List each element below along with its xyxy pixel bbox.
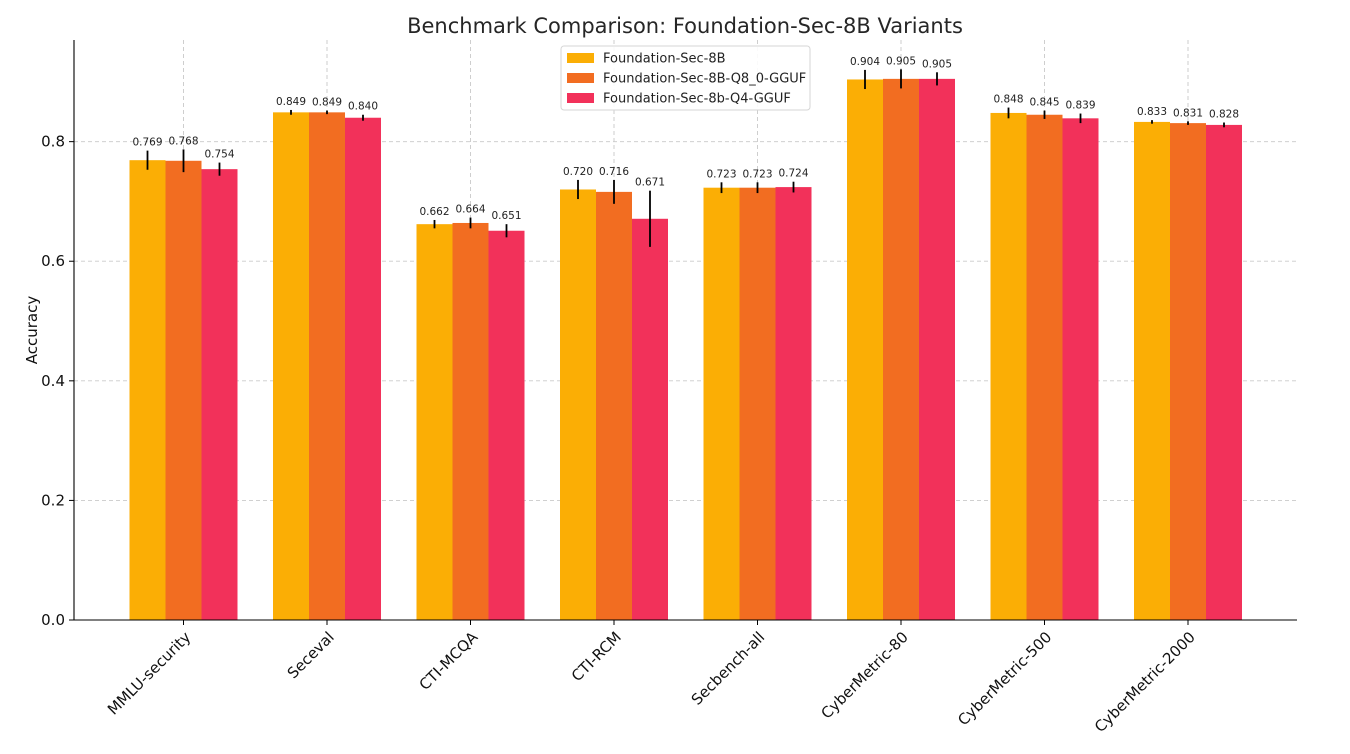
y-ticks: 0.0 0.2 0.4 0.6 0.8 <box>41 133 74 629</box>
data-label: 0.720 <box>563 166 593 178</box>
bar <box>165 160 202 620</box>
grid-lines <box>74 40 1297 620</box>
x-tick-label: CyberMetric-2000 <box>1091 628 1199 736</box>
data-label: 0.905 <box>922 58 952 70</box>
y-tick-label: 0.6 <box>41 252 65 270</box>
data-label: 0.905 <box>886 55 916 67</box>
data-label: 0.723 <box>706 168 736 180</box>
bar <box>560 189 596 620</box>
bar <box>201 169 238 620</box>
bar <box>632 218 668 620</box>
data-label: 0.754 <box>204 149 234 161</box>
data-label: 0.664 <box>455 204 485 216</box>
data-label: 0.840 <box>348 101 378 113</box>
bar <box>273 112 309 620</box>
data-label: 0.845 <box>1029 97 1059 109</box>
bar <box>345 117 381 620</box>
chart-title: Benchmark Comparison: Foundation-Sec-8B … <box>407 14 963 38</box>
y-tick-label: 0.2 <box>41 491 65 509</box>
data-labels: 0.769 0.768 0.754 0.849 0.849 0.840 0.662 0.664… <box>132 55 1239 222</box>
bar <box>919 78 955 621</box>
bar <box>883 78 919 621</box>
bar <box>775 187 812 621</box>
error-bars <box>146 69 1225 247</box>
bar <box>309 112 345 620</box>
y-tick-label: 0.0 <box>41 611 65 629</box>
bar <box>1206 124 1242 620</box>
legend-swatch <box>567 73 594 83</box>
bar <box>990 112 1027 620</box>
data-label: 0.724 <box>778 168 808 180</box>
data-label: 0.839 <box>1065 100 1095 112</box>
data-label: 0.833 <box>1137 106 1167 118</box>
bar <box>703 187 740 620</box>
x-tick-label: MMLU-security <box>104 628 194 718</box>
data-label: 0.904 <box>850 56 880 68</box>
bar <box>129 160 166 621</box>
axes <box>73 40 1297 621</box>
data-label: 0.716 <box>599 166 629 178</box>
bar <box>1026 114 1063 620</box>
legend-label: Foundation-Sec-8B-Q8_0-GGUF <box>603 72 806 87</box>
legend: Foundation-Sec-8B Foundation-Sec-8B-Q8_0-… <box>560 45 811 111</box>
data-label: 0.768 <box>168 135 198 147</box>
data-label: 0.769 <box>132 137 162 149</box>
y-tick-label: 0.4 <box>41 372 65 390</box>
data-label: 0.671 <box>635 177 665 189</box>
bar <box>1062 118 1099 620</box>
bar <box>488 230 525 621</box>
bar <box>739 187 776 620</box>
data-label: 0.828 <box>1209 109 1239 121</box>
y-tick-label: 0.8 <box>41 133 65 151</box>
x-tick-label: CTI-MCQA <box>416 628 482 694</box>
x-ticks: MMLU-security Seceval CTI-MCQA CTI-RCM Secbe… <box>104 620 1199 736</box>
data-label: 0.651 <box>491 210 521 222</box>
x-tick-label: Secbench-all <box>688 628 769 709</box>
bar <box>596 191 632 620</box>
data-label: 0.831 <box>1173 107 1203 119</box>
bars <box>129 78 1242 621</box>
bar <box>416 224 453 620</box>
legend-label: Foundation-Sec-8B <box>603 52 726 67</box>
x-tick-label: Seceval <box>284 628 338 682</box>
bar <box>847 79 883 620</box>
data-label: 0.723 <box>742 168 772 180</box>
data-label: 0.849 <box>276 96 306 108</box>
x-tick-label: CyberMetric-80 <box>817 628 911 722</box>
bar <box>1170 123 1206 620</box>
x-tick-label: CyberMetric-500 <box>954 628 1055 729</box>
legend-swatch <box>567 53 594 63</box>
data-label: 0.662 <box>419 206 449 218</box>
legend-swatch <box>567 93 594 103</box>
x-tick-label: CTI-RCM <box>568 628 625 685</box>
data-label: 0.849 <box>312 97 342 109</box>
bar <box>1134 121 1170 620</box>
bar <box>452 222 489 621</box>
legend-frame <box>560 45 811 111</box>
y-axis-label: Accuracy <box>23 296 41 365</box>
data-label: 0.848 <box>993 94 1023 106</box>
legend-label: Foundation-Sec-8b-Q4-GGUF <box>603 92 791 107</box>
